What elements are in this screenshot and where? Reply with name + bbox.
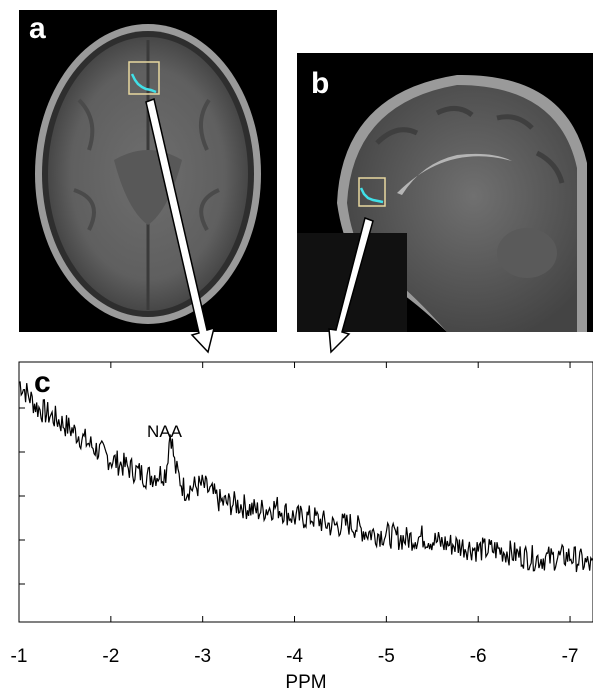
x-tick-label: -6 [470, 646, 487, 667]
arrow-from-a [145, 97, 216, 354]
x-tick-label: -4 [286, 646, 303, 667]
voxel-spectrum-trace [359, 187, 384, 204]
x-tick-label: -5 [378, 646, 395, 667]
spectrum-line [18, 381, 593, 573]
voxel-spectrum-trace [130, 73, 157, 94]
x-axis-ticks [18, 362, 571, 622]
plot-frame [18, 361, 593, 623]
x-tick-label: -3 [194, 646, 211, 667]
panel-letter-a: a [29, 12, 46, 45]
x-tick-label: -7 [562, 646, 579, 667]
x-axis-title: PPM [285, 672, 326, 692]
gyri [375, 106, 565, 184]
x-tick-label: -2 [102, 646, 119, 667]
naa-peak-label: NAA [147, 422, 183, 441]
voxel-box [358, 177, 386, 207]
voxel-box [128, 61, 160, 95]
sagittal-brain-image [297, 74, 587, 332]
panel-b-sagittal-mri: b [297, 53, 593, 332]
sulci [73, 98, 220, 231]
arrow-from-b [328, 217, 374, 354]
panel-letter-b: b [311, 67, 330, 100]
cerebellum [497, 228, 557, 278]
x-axis-tick-labels: -1 -2 -3 -4 -5 -6 -7 [11, 646, 579, 667]
x-tick-label: -1 [11, 646, 28, 667]
y-axis-ticks [19, 407, 25, 585]
corpus-callosum [397, 153, 512, 195]
panel-letter-c: c [34, 366, 51, 399]
